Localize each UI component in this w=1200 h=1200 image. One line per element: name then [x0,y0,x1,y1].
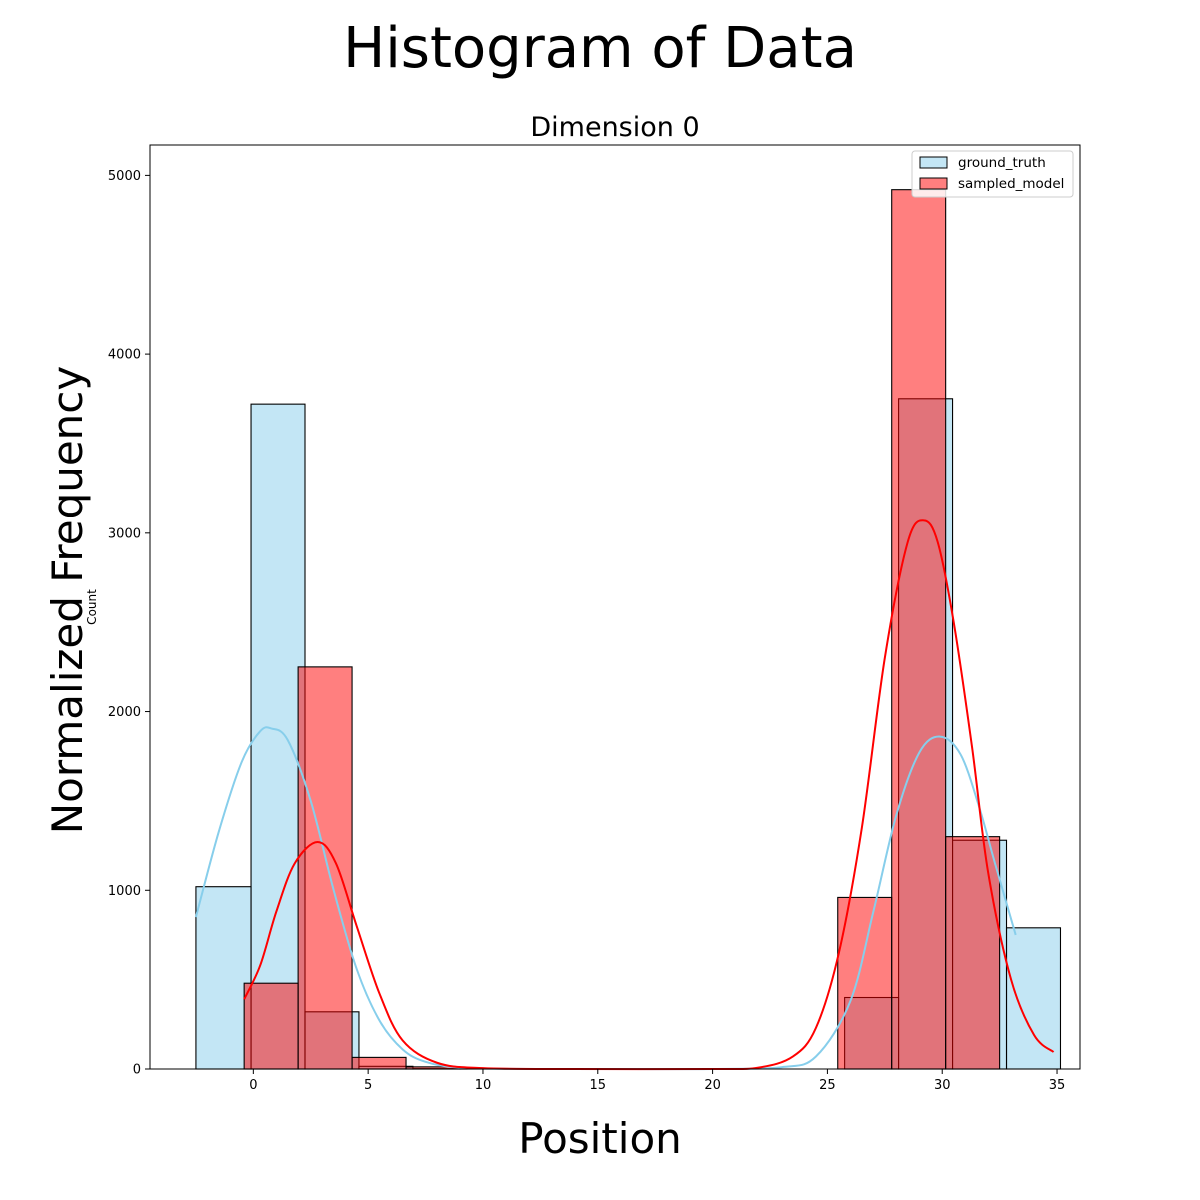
x-tick-label: 15 [590,1078,607,1093]
x-tick-label: 0 [249,1078,257,1093]
ground-truth-bar [195,886,252,1070]
legend-label-ground-truth: ground_truth [958,155,1046,171]
x-tick-label: 20 [704,1078,721,1093]
x-tick-label: 10 [475,1078,492,1093]
legend-swatch-ground-truth [919,156,948,169]
ground-truth-bar [1005,927,1062,1070]
figure-title: Histogram of Data [343,16,857,81]
y-tick-label: 0 [133,1063,141,1078]
legend-label-sampled-model: sampled_model [958,176,1064,192]
x-tick-label: 30 [934,1078,951,1093]
sampled-model-bar [243,982,299,1070]
ground-truth-bar [250,403,306,1070]
sampled-model-bar [945,836,1001,1070]
legend-swatch-sampled-model [919,177,948,190]
x-tick-label: 5 [364,1078,372,1093]
x-tick-label: 35 [1049,1078,1066,1093]
sampled-model-bars [243,189,1001,1070]
sampled-model-kde-line [243,519,1055,1071]
x-axis-label: Position [518,1114,682,1163]
y-axis-label: Normalized Frequency [43,366,92,835]
sampled-model-bar [351,1056,407,1070]
legend: ground_truth sampled_model [911,150,1074,198]
y-axis-ticks: 0 1000 2000 3000 4000 5000 [108,169,150,1078]
sampled-model-bar [837,896,893,1070]
x-tick-label: 25 [819,1078,836,1093]
sampled-model-bar [297,666,353,1070]
legend-box [911,150,1074,198]
sampled-model-bar [891,189,947,1070]
plot-title: Dimension 0 [530,112,699,143]
y-tick-label: 5000 [108,169,141,184]
y-tick-label: 1000 [108,884,141,899]
y-axis-count-label: Count [85,589,99,625]
x-axis-ticks: 0 5 10 15 20 25 30 35 [249,1069,1065,1093]
y-tick-label: 4000 [108,348,141,363]
y-tick-label: 2000 [108,705,141,720]
y-tick-label: 3000 [108,526,141,541]
plot-frame [149,144,1081,1070]
